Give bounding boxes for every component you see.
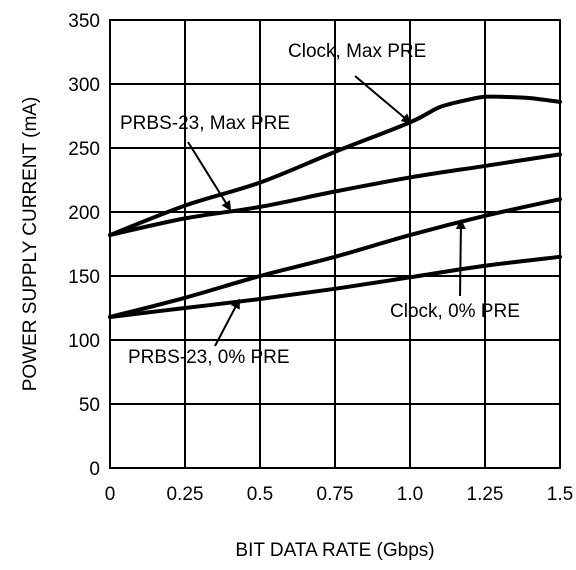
x-axis-label: BIT DATA RATE (Gbps) [235,540,434,561]
series-annotation-label: Clock, 0% PRE [390,301,520,322]
y-tick-label: 350 [68,11,100,32]
y-axis-label: POWER SUPPLY CURRENT (mA) [20,97,41,392]
y-tick-label: 150 [68,267,100,288]
x-tick-label: 1.5 [547,484,573,505]
series-line [108,197,562,319]
annotation-arrow [187,141,232,212]
annotation-arrow [214,298,240,347]
y-tick-label: 0 [89,459,100,480]
tick-labels: 0 0.25 0.5 0.75 1.0 1.25 1.5 0 50 100 150 200 250 300… [68,11,573,505]
grid [109,19,561,469]
x-tick-label: 0.25 [167,484,204,505]
series-annotation-label: PRBS-23, 0% PRE [128,347,290,368]
series-line [108,152,562,238]
series-line [108,254,562,319]
plot-frame [109,19,561,469]
x-tick-label: 0 [105,484,116,505]
y-tick-label: 50 [79,395,100,416]
annotations: Clock, Max PRE PRBS-23, Max PRE Clock, 0% … [120,41,520,368]
x-tick-label: 1.0 [397,484,423,505]
series-annotation-label: PRBS-23, Max PRE [120,113,290,134]
series-lines [108,94,562,319]
annotation-arrow [354,75,412,124]
y-tick-label: 100 [68,331,100,352]
series-line [108,94,562,238]
y-tick-label: 300 [68,75,100,96]
y-tick-label: 200 [68,203,100,224]
x-tick-label: 0.5 [247,484,273,505]
series-annotation-label: Clock, Max PRE [288,41,426,62]
x-tick-label: 1.25 [467,484,504,505]
x-tick-label: 0.75 [317,484,354,505]
y-tick-label: 250 [68,139,100,160]
annotation-arrow [455,218,466,297]
